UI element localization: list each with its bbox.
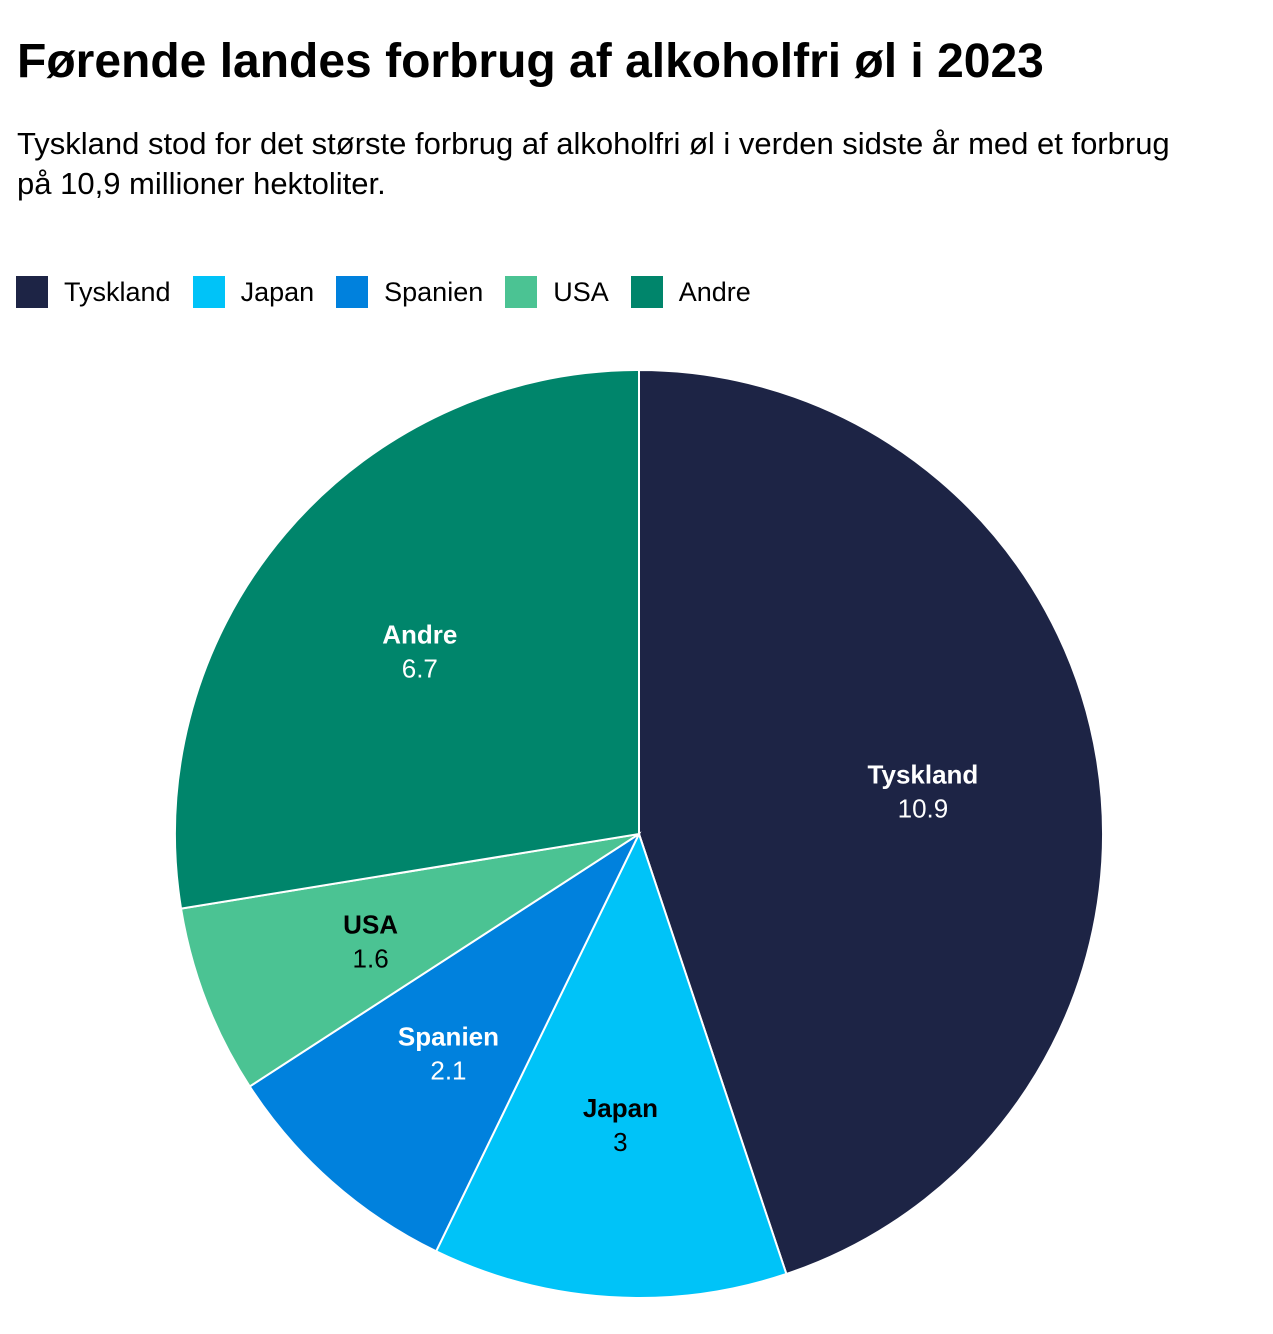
pie-slice-japan	[434, 831, 788, 1299]
legend-swatch	[630, 276, 663, 308]
chart-subtitle: Tyskland stod for det største forbrug af…	[17, 126, 1170, 201]
pie-slice-usa	[179, 833, 640, 1088]
pie-slice-spanien	[248, 831, 642, 1253]
legend-label: Andre	[678, 277, 751, 307]
legend-swatch	[192, 276, 225, 308]
legend: Tyskland Japan Spanien USA Andre	[16, 275, 773, 309]
legend-item-japan: Japan	[192, 275, 315, 309]
slice-label-value: 10.9	[898, 794, 949, 824]
legend-item-tyskland: Tyskland	[16, 275, 171, 309]
chart-title: Førende landes forbrug af alkoholfri øl …	[17, 35, 1044, 88]
slice-label-value: 6.7	[402, 654, 438, 684]
slice-label-value: 1.6	[353, 944, 389, 974]
legend-label: Tyskland	[64, 277, 171, 307]
slice-label-name: Tyskland	[868, 760, 979, 790]
slice-label-value: 3	[613, 1127, 627, 1157]
legend-swatch	[16, 276, 48, 308]
legend-swatch	[505, 276, 538, 308]
pie-slice-andre	[174, 368, 640, 910]
legend-label: USA	[553, 277, 609, 307]
legend-swatch	[336, 276, 369, 308]
legend-label: Japan	[240, 277, 315, 307]
slice-label-name: Spanien	[398, 1022, 499, 1052]
slice-label-name: USA	[343, 910, 398, 940]
legend-item-andre: Andre	[630, 275, 751, 309]
legend-item-usa: USA	[505, 275, 609, 309]
slice-label-name: Andre	[382, 620, 457, 650]
legend-label: Spanien	[384, 277, 484, 307]
slice-label-name: Japan	[583, 1093, 658, 1123]
legend-item-spanien: Spanien	[336, 275, 483, 309]
pie-slice-tyskland	[638, 368, 1104, 1276]
slice-label-value: 2.1	[430, 1056, 466, 1086]
